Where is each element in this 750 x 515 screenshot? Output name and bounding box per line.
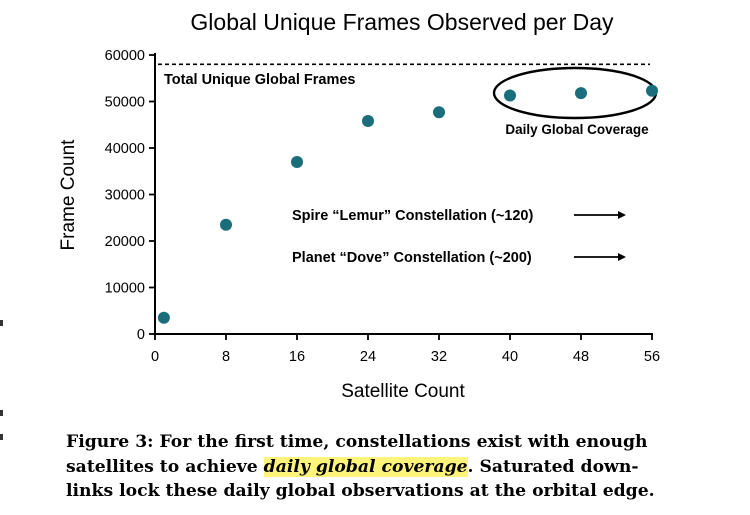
data-points [157, 84, 658, 324]
figure-caption: Figure 3: For the first time, constellat… [66, 430, 726, 504]
x-tick-label: 0 [151, 349, 159, 365]
x-tick-label: 40 [502, 349, 518, 365]
y-axis: 0 10000 20000 30000 40000 50000 60000 [105, 48, 156, 343]
daily-coverage-label: Daily Global Coverage [505, 122, 649, 137]
data-point [646, 84, 658, 97]
y-tick-label: 0 [137, 327, 145, 343]
data-point [362, 115, 374, 128]
scatter-chart: Global Unique Frames Observed per Day 0 1… [58, 9, 660, 402]
data-point [504, 89, 516, 102]
y-tick-label: 40000 [105, 141, 145, 157]
page-edge-mark [0, 410, 3, 416]
y-tick-label: 30000 [105, 188, 145, 204]
x-tick-label: 48 [573, 349, 589, 365]
caption-line-2: satellites to achieve daily global cover… [66, 456, 639, 477]
data-point [157, 311, 170, 324]
spire-arrow-icon [574, 211, 626, 219]
x-axis: 0 8 16 24 32 40 48 56 [151, 333, 660, 365]
daily-coverage-ellipse [492, 66, 658, 120]
y-tick-label: 10000 [105, 281, 145, 297]
data-point [220, 218, 232, 231]
data-point [291, 155, 303, 168]
x-tick-label: 24 [360, 349, 376, 365]
chart-title: Global Unique Frames Observed per Day [190, 9, 614, 35]
y-tick-label: 50000 [105, 95, 145, 111]
x-tick-label: 8 [222, 349, 230, 365]
caption-line-1: Figure 3: For the first time, constellat… [66, 432, 648, 452]
x-axis-label: Satellite Count [341, 381, 465, 402]
caption-line-3: links lock these daily global observatio… [66, 481, 655, 501]
spire-lemur-annotation: Spire “Lemur” Constellation (~120) [292, 208, 533, 224]
y-tick-label: 60000 [105, 48, 145, 64]
data-point [575, 87, 587, 100]
x-tick-label: 16 [289, 349, 305, 365]
x-tick-label: 56 [644, 349, 660, 365]
page-edge-mark [0, 434, 3, 440]
y-tick-label: 20000 [105, 234, 145, 250]
data-point [433, 106, 445, 119]
page-edge-mark [0, 320, 3, 326]
planet-arrow-icon [574, 253, 626, 261]
y-axis-label: Frame Count [58, 139, 79, 251]
planet-dove-annotation: Planet “Dove” Constellation (~200) [292, 250, 532, 266]
total-frames-label: Total Unique Global Frames [164, 72, 355, 88]
x-tick-label: 32 [431, 349, 447, 365]
caption-highlight: daily global coverage [263, 456, 468, 477]
